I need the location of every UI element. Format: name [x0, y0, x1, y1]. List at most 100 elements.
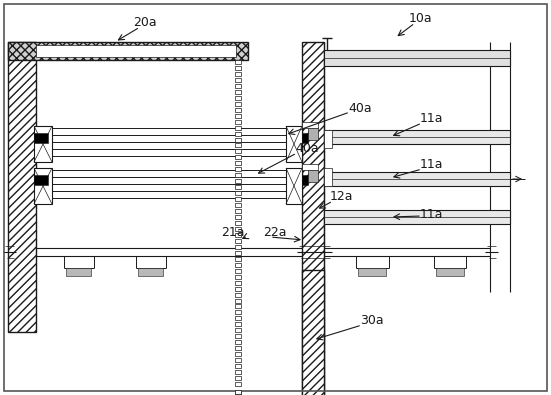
- Bar: [235, 390, 241, 394]
- Bar: [286, 126, 302, 162]
- Bar: [235, 390, 241, 394]
- Bar: [235, 66, 241, 70]
- Bar: [358, 268, 386, 276]
- Text: 20a: 20a: [133, 15, 157, 28]
- Text: 22a: 22a: [263, 226, 287, 239]
- Bar: [235, 340, 241, 344]
- Bar: [138, 268, 163, 276]
- Bar: [235, 390, 241, 394]
- Bar: [302, 164, 318, 170]
- Bar: [235, 143, 241, 147]
- Bar: [235, 390, 241, 394]
- Bar: [324, 172, 510, 186]
- Bar: [235, 390, 241, 394]
- Bar: [235, 162, 241, 166]
- Bar: [324, 50, 510, 66]
- Bar: [308, 170, 318, 182]
- Bar: [235, 78, 241, 82]
- Bar: [235, 352, 241, 356]
- Bar: [235, 197, 241, 201]
- Text: 10a: 10a: [408, 11, 432, 24]
- Bar: [235, 322, 241, 326]
- Bar: [235, 382, 241, 386]
- Bar: [235, 149, 241, 153]
- Bar: [235, 245, 241, 249]
- Bar: [235, 370, 241, 374]
- Bar: [235, 167, 241, 171]
- Bar: [302, 270, 324, 395]
- Bar: [235, 390, 241, 394]
- Bar: [235, 390, 241, 394]
- Bar: [36, 45, 236, 57]
- Bar: [324, 210, 510, 224]
- Bar: [8, 42, 36, 332]
- Bar: [34, 126, 52, 162]
- Bar: [302, 175, 308, 185]
- Bar: [324, 168, 332, 186]
- Bar: [235, 257, 241, 261]
- Bar: [235, 173, 241, 177]
- Bar: [235, 251, 241, 255]
- Bar: [286, 168, 302, 204]
- Text: 11a: 11a: [420, 158, 444, 171]
- Bar: [235, 185, 241, 189]
- Bar: [235, 390, 241, 394]
- Bar: [235, 390, 241, 394]
- Bar: [235, 221, 241, 225]
- Bar: [302, 122, 318, 128]
- Text: 30a: 30a: [360, 314, 383, 327]
- Bar: [235, 390, 241, 394]
- Bar: [235, 293, 241, 297]
- Bar: [235, 60, 241, 64]
- Bar: [235, 316, 241, 320]
- Text: 11a: 11a: [420, 209, 444, 222]
- Bar: [235, 376, 241, 380]
- Bar: [436, 268, 464, 276]
- Bar: [235, 84, 241, 88]
- Text: 21a: 21a: [222, 226, 245, 239]
- Bar: [235, 305, 241, 308]
- Bar: [235, 155, 241, 160]
- Bar: [235, 310, 241, 314]
- Bar: [235, 179, 241, 183]
- Bar: [34, 133, 48, 143]
- Bar: [235, 299, 241, 303]
- Bar: [235, 390, 241, 394]
- Bar: [66, 268, 91, 276]
- Bar: [235, 108, 241, 112]
- Bar: [235, 390, 241, 394]
- Bar: [235, 269, 241, 273]
- Bar: [235, 275, 241, 278]
- Bar: [235, 287, 241, 291]
- Bar: [235, 72, 241, 76]
- Bar: [235, 390, 241, 394]
- Text: 12a: 12a: [330, 190, 354, 203]
- Bar: [235, 209, 241, 213]
- Bar: [302, 133, 308, 143]
- Bar: [235, 203, 241, 207]
- Bar: [34, 168, 52, 204]
- Bar: [235, 390, 241, 394]
- Bar: [235, 358, 241, 362]
- Bar: [324, 130, 510, 144]
- Bar: [235, 120, 241, 124]
- Bar: [235, 280, 241, 285]
- Bar: [235, 263, 241, 267]
- Bar: [235, 364, 241, 368]
- Bar: [235, 114, 241, 118]
- Bar: [235, 90, 241, 94]
- Bar: [34, 175, 48, 185]
- Bar: [235, 346, 241, 350]
- Text: 40a: 40a: [295, 141, 318, 154]
- Bar: [235, 328, 241, 332]
- Bar: [235, 390, 241, 394]
- Bar: [235, 126, 241, 130]
- Bar: [8, 42, 248, 60]
- Text: 11a: 11a: [420, 111, 444, 124]
- Bar: [235, 334, 241, 338]
- Bar: [302, 42, 324, 395]
- Bar: [324, 130, 332, 148]
- Bar: [235, 137, 241, 141]
- Bar: [235, 132, 241, 135]
- Bar: [235, 227, 241, 231]
